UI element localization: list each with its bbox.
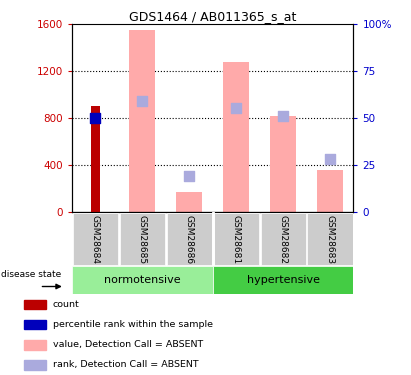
Bar: [176, 192, 202, 212]
Text: GSM28682: GSM28682: [279, 214, 288, 264]
Bar: [307, 213, 353, 265]
Bar: [213, 266, 353, 294]
Title: GDS1464 / AB011365_s_at: GDS1464 / AB011365_s_at: [129, 10, 296, 23]
Text: GSM28683: GSM28683: [326, 214, 335, 264]
Text: rank, Detection Call = ABSENT: rank, Detection Call = ABSENT: [53, 360, 198, 369]
Text: GSM28685: GSM28685: [138, 214, 147, 264]
Point: [280, 113, 286, 119]
Bar: [73, 213, 118, 265]
Point: [233, 105, 240, 111]
Text: hypertensive: hypertensive: [247, 275, 320, 285]
Text: percentile rank within the sample: percentile rank within the sample: [53, 320, 212, 329]
Bar: [24, 300, 46, 309]
Point: [186, 172, 192, 178]
Point: [92, 115, 99, 121]
Bar: [72, 266, 213, 294]
Bar: [24, 340, 46, 350]
Bar: [261, 213, 306, 265]
Text: GSM28684: GSM28684: [91, 214, 100, 264]
Text: GSM28686: GSM28686: [185, 214, 194, 264]
Text: normotensive: normotensive: [104, 275, 180, 285]
Bar: [24, 320, 46, 330]
Bar: [270, 116, 296, 212]
Text: value, Detection Call = ABSENT: value, Detection Call = ABSENT: [53, 340, 203, 349]
Bar: [317, 170, 343, 212]
Point: [139, 98, 145, 104]
Bar: [24, 360, 46, 370]
Text: count: count: [53, 300, 79, 309]
Bar: [214, 213, 259, 265]
Point: [327, 156, 333, 162]
Bar: [223, 62, 249, 212]
Bar: [167, 213, 212, 265]
Bar: [129, 30, 155, 212]
Bar: [91, 106, 99, 212]
Bar: [120, 213, 165, 265]
Text: disease state: disease state: [2, 270, 62, 279]
Text: GSM28681: GSM28681: [232, 214, 241, 264]
